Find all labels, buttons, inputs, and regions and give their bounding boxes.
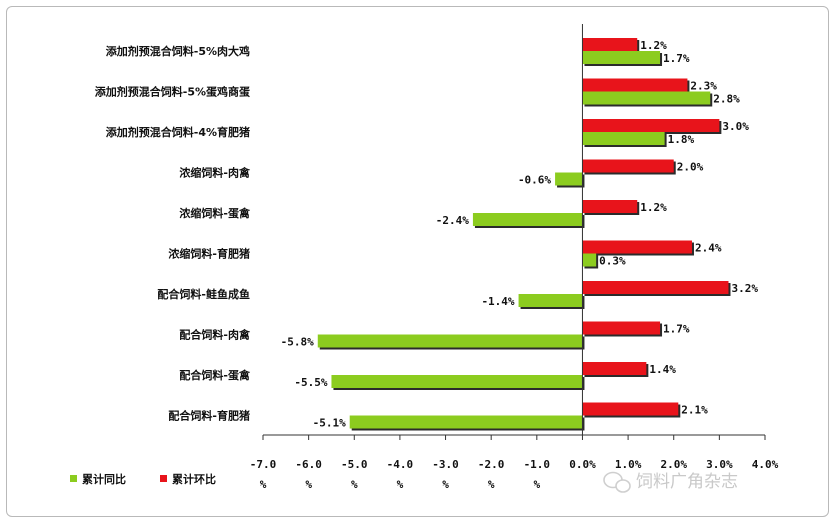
- category-label: 配合饲料-育肥猪: [168, 409, 250, 423]
- data-label: -1.4%: [481, 295, 514, 308]
- bar-yoy: [349, 415, 583, 429]
- x-tick-label: -1.0: [524, 458, 551, 471]
- x-tick-label: 4.0%: [752, 458, 779, 471]
- bar-mom: [582, 402, 679, 416]
- data-label: -0.6%: [518, 174, 551, 187]
- legend-label: 累计环比: [172, 472, 216, 486]
- x-tick-unit: %: [488, 478, 495, 491]
- data-label: 1.2%: [640, 201, 667, 214]
- bar-mom: [582, 321, 661, 335]
- data-labels: 1.2%1.7%2.3%2.8%3.0%1.8%2.0%-0.6%1.2%-2.…: [281, 39, 759, 430]
- bar-yoy: [582, 132, 665, 145]
- data-label: 1.7%: [663, 52, 690, 65]
- bar-mom: [582, 38, 638, 51]
- bar-yoy: [555, 172, 583, 186]
- category-label: 配合饲料-蛋禽: [179, 368, 251, 382]
- x-tick-unit: %: [397, 478, 404, 491]
- bar-yoy: [518, 294, 583, 307]
- x-axis: -7.0% -6.0% -5.0% -4.0% -3.0% -2.0% -1.0% 0.0% 1…: [250, 24, 779, 491]
- data-label: 1.2%: [640, 39, 667, 52]
- legend-label: 累计同比: [82, 472, 126, 486]
- bar-mom: [582, 362, 647, 375]
- bars-group: [317, 38, 731, 431]
- x-tick-label: 3.0%: [706, 458, 733, 471]
- bar-yoy: [317, 334, 583, 348]
- bar-yoy: [582, 91, 711, 105]
- bar-mom: [582, 240, 692, 254]
- x-tick-label: 0.0%: [569, 458, 596, 471]
- bar-mom: [582, 200, 638, 213]
- category-label: 添加剂预混合饲料-5%蛋鸡商蛋: [95, 85, 251, 99]
- legend: 累计同比 累计环比: [70, 472, 216, 486]
- category-label: 浓缩饲料-育肥猪: [168, 247, 250, 261]
- data-label: 2.3%: [690, 80, 717, 93]
- category-label: 添加剂预混合饲料-4%育肥猪: [106, 125, 250, 139]
- data-label: 1.4%: [649, 363, 676, 376]
- x-tick-label: -5.0: [341, 458, 368, 471]
- x-tick-label: -4.0: [387, 458, 414, 471]
- data-label: -5.1%: [313, 417, 346, 430]
- bar-yoy: [582, 51, 661, 64]
- bar-mom: [582, 281, 729, 294]
- bar-yoy: [331, 375, 583, 388]
- legend-swatch: [70, 475, 77, 482]
- data-label: -5.5%: [294, 376, 327, 389]
- category-label: 浓缩饲料-肉禽: [179, 166, 251, 180]
- watermark-text: 饲料广角杂志: [636, 472, 738, 492]
- x-tick-unit: %: [260, 478, 267, 491]
- x-tick-unit: %: [351, 478, 358, 491]
- data-label: -2.4%: [436, 214, 469, 227]
- bar-mom: [582, 159, 674, 173]
- category-label: 添加剂预混合饲料-5%肉大鸡: [106, 44, 250, 58]
- x-tick-label: 2.0%: [660, 458, 687, 471]
- category-label: 配合饲料-肉禽: [179, 328, 251, 342]
- category-label: 配合饲料-鲑鱼成鱼: [157, 287, 250, 301]
- data-label: 3.0%: [722, 120, 749, 133]
- wechat-icon: [603, 471, 631, 493]
- x-tick-unit: %: [305, 478, 312, 491]
- category-label: 浓缩饲料-蛋禽: [179, 206, 251, 220]
- x-tick-unit: %: [534, 478, 541, 491]
- x-tick-label: -2.0: [478, 458, 505, 471]
- category-labels: 添加剂预混合饲料-5%肉大鸡添加剂预混合饲料-5%蛋鸡商蛋添加剂预混合饲料-4%…: [95, 44, 251, 423]
- bar-yoy: [582, 253, 597, 267]
- data-label: 3.2%: [731, 282, 758, 295]
- x-tick-unit: %: [442, 478, 449, 491]
- bar-yoy: [472, 213, 583, 226]
- data-label: 2.8%: [713, 93, 740, 106]
- bar-mom: [582, 78, 688, 92]
- legend-swatch: [160, 475, 167, 482]
- data-label: 1.8%: [668, 133, 695, 146]
- x-tick-label: -3.0: [432, 458, 459, 471]
- watermark: 饲料广角杂志: [603, 471, 738, 493]
- bar-mom: [582, 119, 720, 132]
- data-label: -5.8%: [281, 336, 314, 349]
- data-label: 2.4%: [695, 242, 722, 255]
- data-label: 2.0%: [677, 161, 704, 174]
- data-label: 1.7%: [663, 323, 690, 336]
- x-tick-label: 1.0%: [615, 458, 642, 471]
- data-label: 2.1%: [681, 404, 708, 417]
- x-tick-label: -6.0: [295, 458, 322, 471]
- data-label: 0.3%: [599, 255, 626, 268]
- x-tick-label: -7.0: [250, 458, 277, 471]
- chart-frame: [6, 6, 829, 517]
